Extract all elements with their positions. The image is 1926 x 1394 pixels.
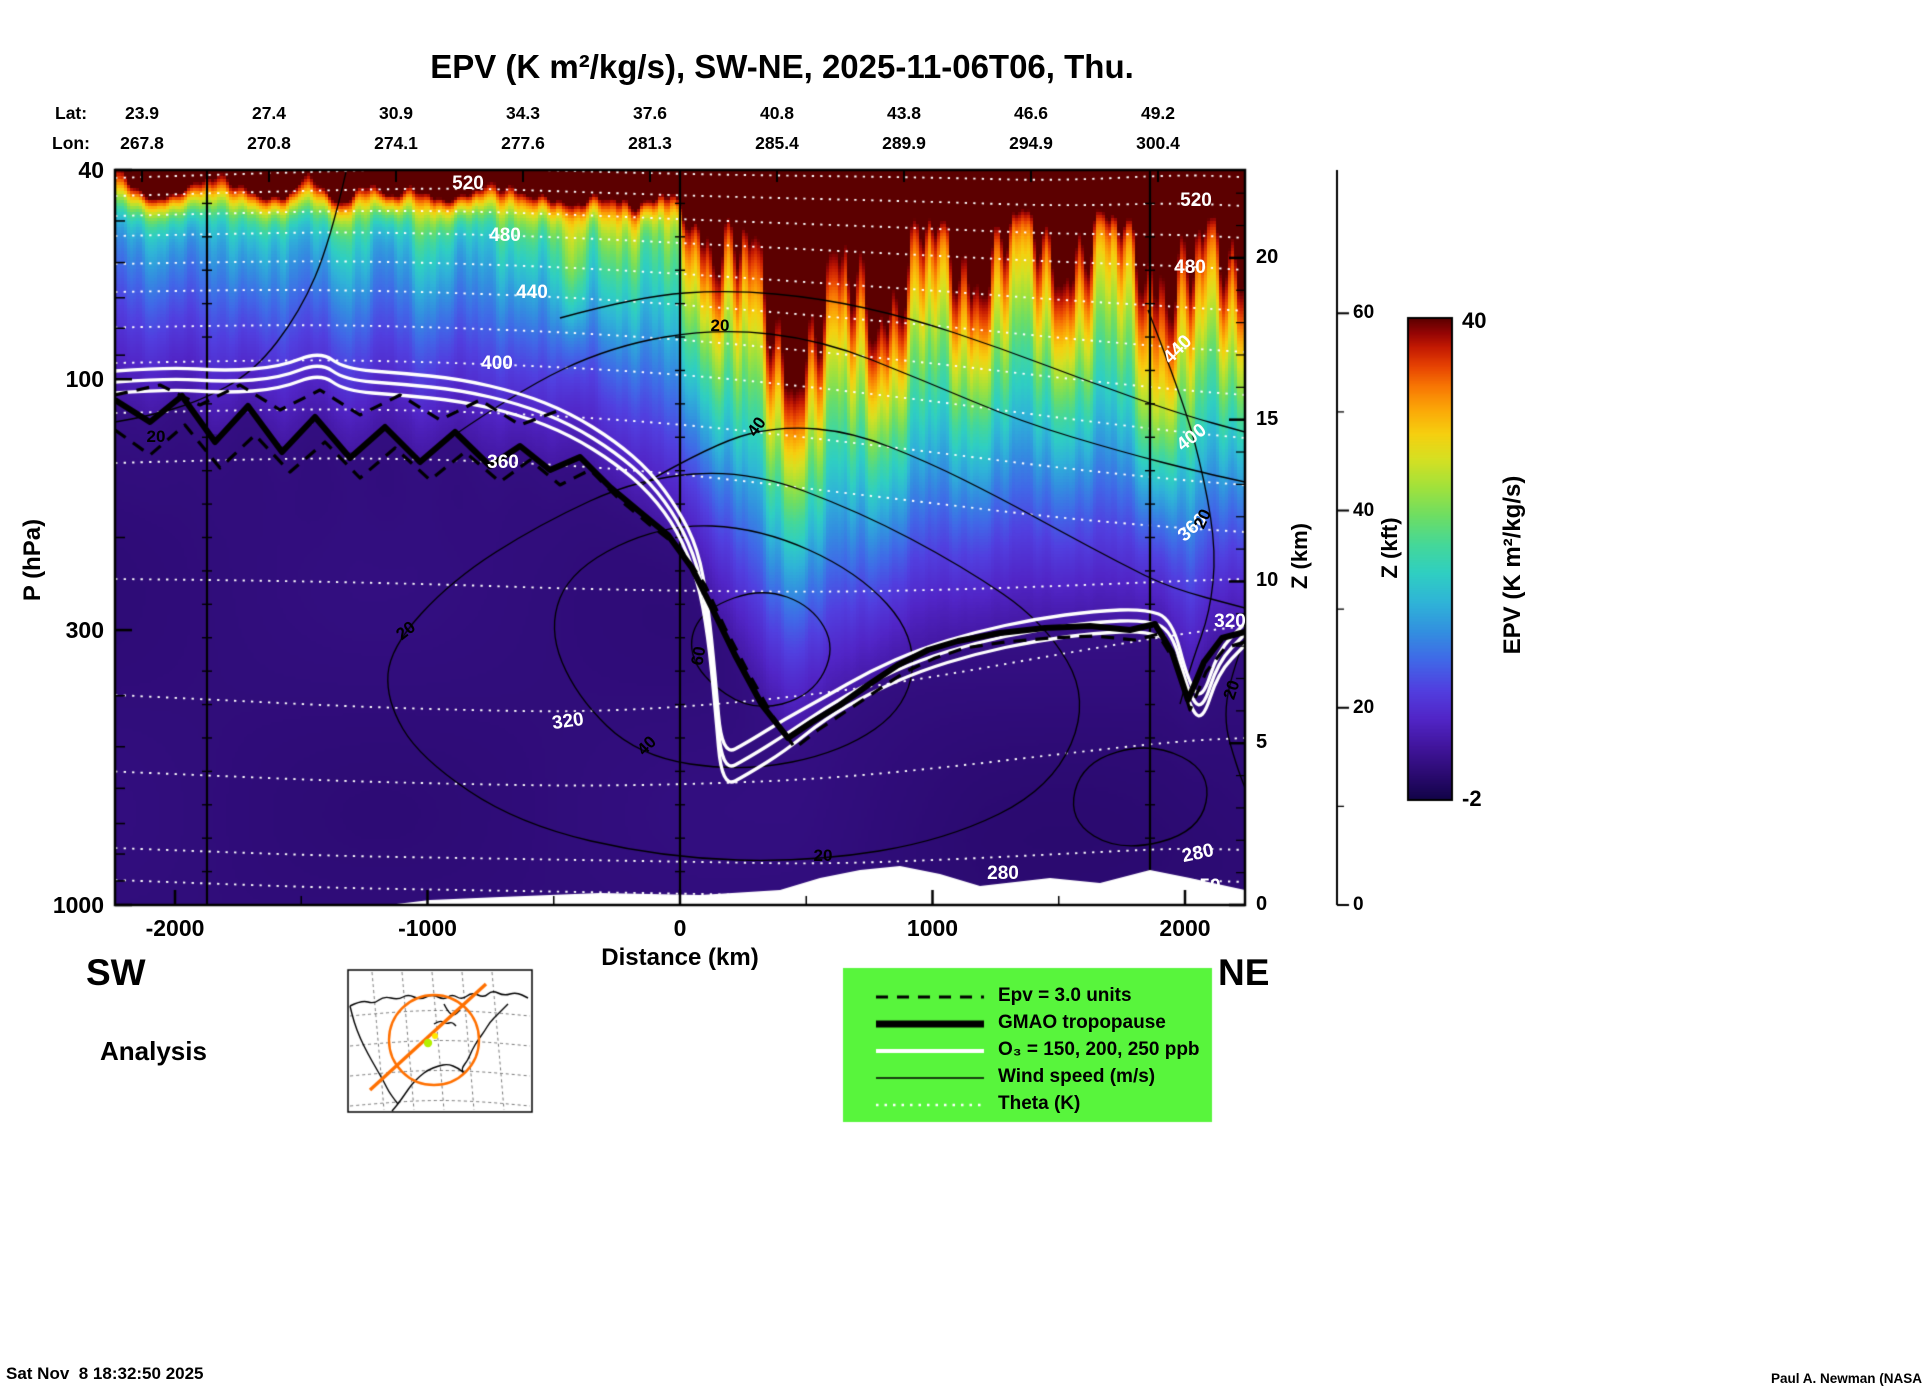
lon-value: 294.9 bbox=[1009, 133, 1053, 153]
distance-tick-label: -2000 bbox=[145, 915, 205, 941]
legend-item-theta: Theta (K) bbox=[998, 1093, 1081, 1114]
lon-value: 285.4 bbox=[755, 133, 799, 153]
legend-item-tropopause: GMAO tropopause bbox=[998, 1012, 1166, 1033]
distance-tick-label: -1000 bbox=[398, 915, 457, 941]
distance-tick-label: 0 bbox=[673, 915, 687, 941]
lat-value: 49.2 bbox=[1140, 103, 1176, 123]
pressure-tick-label: 300 bbox=[65, 617, 104, 644]
lon-value: 300.4 bbox=[1136, 133, 1180, 153]
lon-value: 267.8 bbox=[120, 133, 164, 153]
z-km-tick-label: 20 bbox=[1256, 245, 1279, 268]
wind-contour-label: 20 bbox=[710, 316, 730, 335]
lat-label: Lat: bbox=[55, 103, 88, 123]
pressure-axis-label: P (hPa) bbox=[19, 518, 46, 602]
lon-value: 281.3 bbox=[628, 133, 672, 153]
lat-value: 30.9 bbox=[378, 103, 414, 123]
pressure-tick-label: 1000 bbox=[52, 892, 104, 918]
lat-value: 27.4 bbox=[251, 103, 287, 123]
colorbar-max-label: 40 bbox=[1462, 308, 1487, 333]
lat-value: 43.8 bbox=[886, 103, 922, 123]
theta-contour-label: 520 bbox=[1180, 190, 1212, 211]
z-km-tick-label: 10 bbox=[1256, 569, 1279, 592]
z-km-tick-label: 0 bbox=[1256, 893, 1268, 915]
theta-contour-label: 50 bbox=[1199, 876, 1221, 897]
theta-contour-label: 480 bbox=[489, 225, 521, 246]
lat-value: 40.8 bbox=[759, 103, 795, 123]
wind-contour-label: 20 bbox=[146, 427, 166, 446]
colorbar-min-label: -2 bbox=[1462, 786, 1482, 811]
theta-contour-label: 520 bbox=[452, 173, 484, 194]
z-kft-tick-label: 60 bbox=[1353, 302, 1375, 324]
distance-tick-label: 2000 bbox=[1159, 915, 1211, 941]
z-kft-tick-label: 40 bbox=[1353, 499, 1375, 521]
lon-label: Lon: bbox=[52, 133, 90, 153]
colorbar-axis-label: EPV (K m²/kg/s) bbox=[1499, 475, 1526, 655]
theta-contour-label: 280 bbox=[987, 863, 1019, 884]
lat-value: 37.6 bbox=[632, 103, 668, 123]
wind-contour-label: 60 bbox=[687, 644, 710, 667]
theta-contour-label: 320 bbox=[550, 708, 586, 735]
distance-tick-label: 1000 bbox=[906, 915, 959, 941]
lat-value: 46.6 bbox=[1013, 103, 1049, 123]
legend-item-epv-dashed: Epv = 3.0 units bbox=[998, 985, 1132, 1006]
wind-contour-label: 20 bbox=[813, 846, 833, 865]
theta-contour-label: 480 bbox=[1174, 257, 1206, 278]
theta-contour-label: 360 bbox=[487, 452, 519, 473]
z-kft-tick-label: 0 bbox=[1353, 894, 1364, 915]
lat-value: 34.3 bbox=[505, 103, 541, 123]
theta-contour-label: 320 bbox=[1214, 611, 1246, 632]
z-km-axis-label: Z (km) bbox=[1287, 523, 1312, 589]
lon-value: 274.1 bbox=[374, 133, 418, 153]
corner-ne-label: NE bbox=[1218, 952, 1270, 993]
corner-sw-label: SW bbox=[86, 952, 146, 993]
z-kft-tick-label: 20 bbox=[1353, 696, 1375, 718]
pressure-tick-label: 100 bbox=[65, 366, 104, 393]
theta-contour-label: 400 bbox=[481, 353, 513, 374]
lon-value: 277.6 bbox=[501, 133, 545, 153]
legend-item-wind: Wind speed (m/s) bbox=[998, 1066, 1156, 1087]
timestamp: Sat Nov 8 18:32:50 2025 bbox=[6, 1364, 204, 1383]
z-km-tick-label: 15 bbox=[1256, 407, 1279, 430]
pressure-tick-label: 40 bbox=[78, 157, 104, 183]
lon-value: 270.8 bbox=[247, 133, 291, 153]
z-km-tick-label: 5 bbox=[1256, 731, 1268, 754]
lon-value: 289.9 bbox=[882, 133, 926, 153]
distance-axis-label: Distance (km) bbox=[601, 944, 759, 971]
z-kft-axis-label: Z (kft) bbox=[1377, 517, 1402, 579]
page-title: EPV (K m²/kg/s), SW-NE, 2025-11-06T06, T… bbox=[430, 48, 1134, 85]
lat-value: 23.9 bbox=[124, 103, 160, 123]
credit: Paul A. Newman (NASA bbox=[1770, 1371, 1922, 1386]
legend-item-ozone: O₃ = 150, 200, 250 ppb bbox=[998, 1039, 1200, 1060]
theta-contour-label: 440 bbox=[516, 282, 548, 303]
analysis-label: Analysis bbox=[100, 1036, 207, 1066]
